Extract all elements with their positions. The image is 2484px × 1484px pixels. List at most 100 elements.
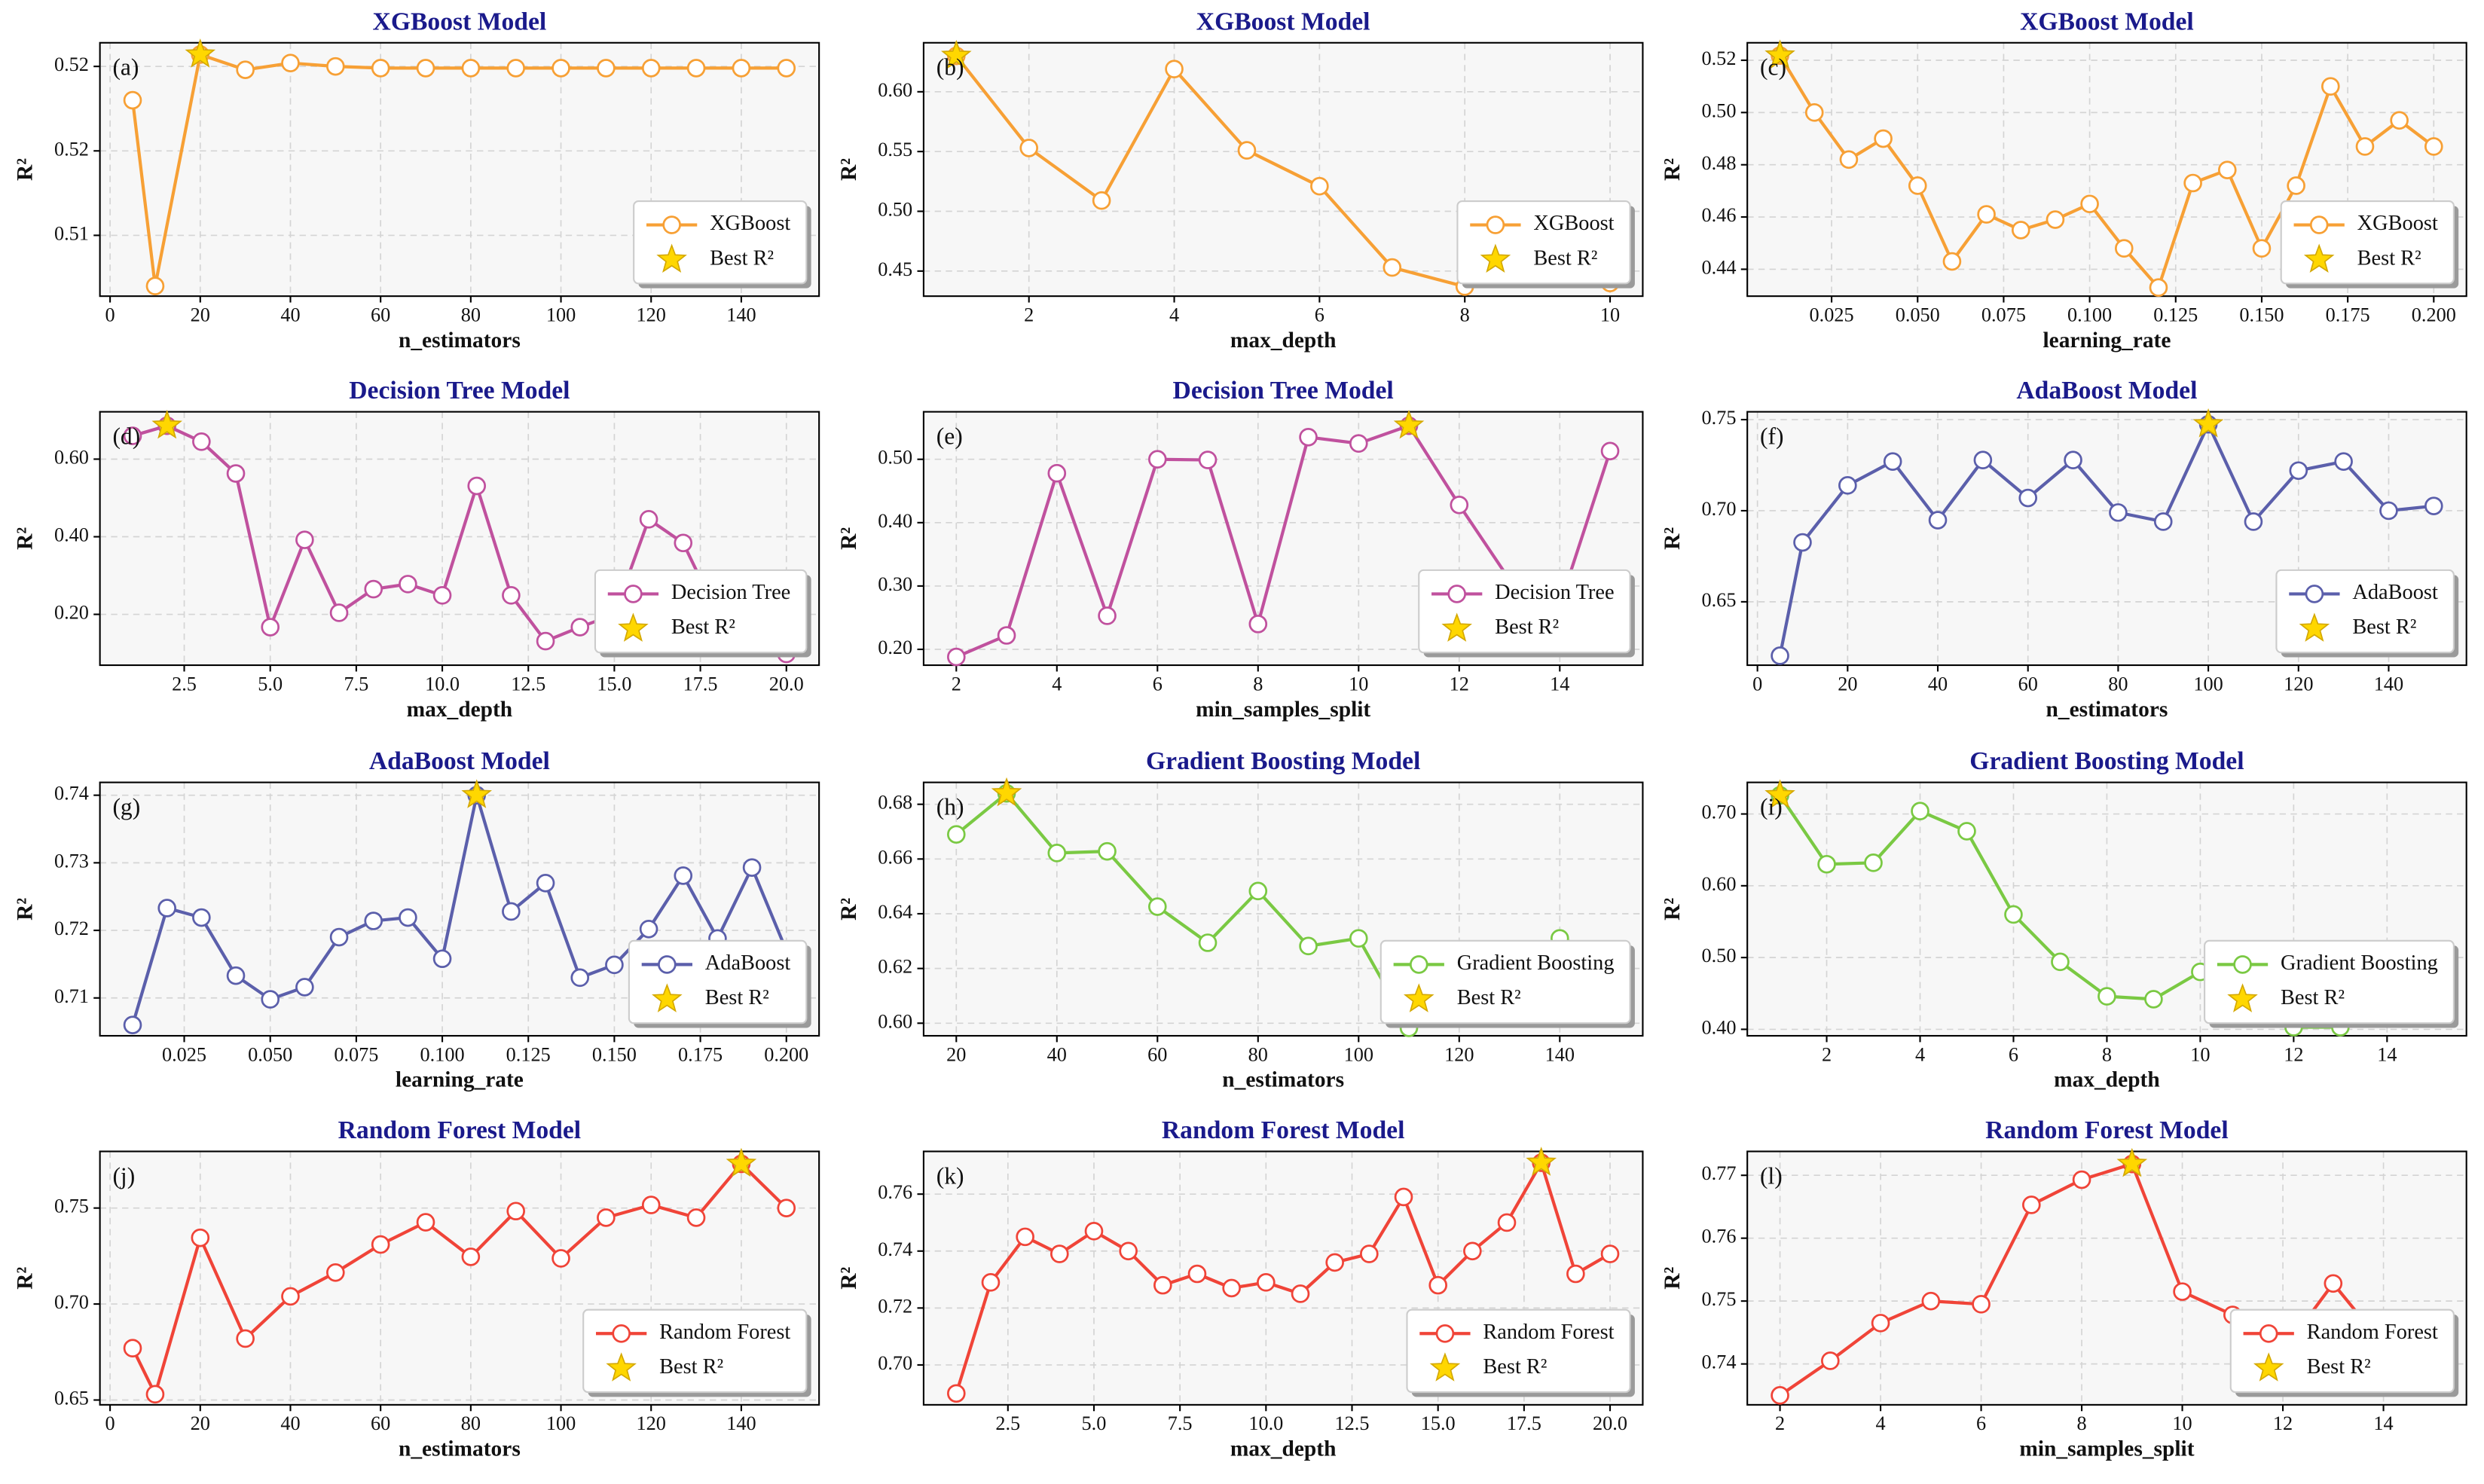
data-point [1147,897,1167,916]
x-tick-label: 0.050 [1896,304,1940,326]
data-point [2424,496,2443,515]
data-point [364,911,383,930]
series-line [1778,54,2435,289]
y-axis-label: R² [14,527,38,550]
data-point [502,902,521,921]
x-axis-label: max_depth [1230,328,1337,353]
legend-box [582,1308,808,1394]
x-tick-label: 6 [1153,673,1163,695]
data-point [674,866,693,885]
data-point [946,825,966,844]
data-point [2046,210,2065,229]
legend-star [2253,1352,2284,1382]
data-point [1394,1187,1413,1207]
subplot: 0.20 0.30 0.40 0.50 2 4 6 8 10 12 14 Decision Tree … [837,377,1644,722]
data-point [597,59,616,78]
legend-star [1429,1352,1461,1382]
data-point [145,1385,165,1404]
data-point [2011,221,2030,240]
data-point [2244,512,2263,531]
data-point [123,90,142,110]
legend-star [2299,612,2330,642]
x-tick-label: 100 [546,304,576,326]
data-point [570,968,590,988]
data-point [1153,1275,1172,1295]
best-marker [1764,39,1795,69]
y-tick-label: 0.65 [1701,589,1736,611]
data-point [1921,1291,1941,1311]
chart-title: AdaBoost Model [369,747,550,775]
legend: AdaBoost Best R² [628,939,811,1028]
data-point [597,1208,616,1227]
data-point [1257,1273,1276,1292]
x-tick-label: 2.5 [995,1412,1020,1434]
data-point [570,618,590,637]
chart-title: Gradient Boosting Model [1969,747,2244,775]
data-point [1047,844,1067,863]
legend: Gradient Boosting Best R² [1379,939,1635,1028]
legend-star [1441,612,1472,642]
x-tick-label: 80 [1248,1043,1268,1065]
legend-label: AdaBoost [705,951,791,975]
data-point [1383,258,1402,277]
chart-title: Decision Tree Model [349,377,570,405]
data-point [997,626,1016,645]
y-tick-label: 0.70 [1701,802,1736,823]
chart-title: XGBoost Model [2020,8,2194,35]
legend-label: Best R² [1495,615,1559,639]
x-tick-label: 12 [2284,1043,2303,1065]
x-tick-label: 8 [2076,1412,2086,1434]
data-point [261,618,280,637]
y-tick-label: 0.75 [1701,407,1736,429]
y-tick-label: 0.77 [1701,1162,1736,1184]
data-point [157,899,176,918]
data-point [329,927,349,947]
data-point [236,60,255,79]
x-tick-label: 6 [2009,1043,2018,1065]
plot-frame [1746,1150,2467,1406]
x-tick-label: 0 [105,304,115,326]
x-tick-label: 120 [1444,1043,1474,1065]
x-tick-label: 10 [1349,673,1368,695]
legend-box [594,569,808,654]
data-point [777,1198,796,1217]
legend-label: Best R² [1533,246,1597,270]
data-point [2149,278,2168,298]
x-tick-label: 0.150 [592,1043,637,1065]
data-point [777,59,796,78]
data-point [1047,463,1067,483]
x-tick-label: 17.5 [1507,1412,1541,1434]
x-tick-label: 100 [546,1412,576,1434]
y-tick-label: 0.65 [54,1388,89,1409]
y-axis-label: R² [14,898,38,921]
y-axis-label: R² [14,1266,38,1289]
chart-title: Random Forest Model [1162,1116,1405,1144]
data-point [639,510,658,529]
x-tick-label: 2.5 [172,673,197,695]
x-tick-label: 80 [461,1412,481,1434]
x-tick-label: 40 [280,304,300,326]
x-tick-label: 120 [2284,673,2313,695]
data-point [1977,205,1996,224]
plot-frame [922,781,1644,1037]
series-line [1778,423,2434,656]
data-point [1187,1264,1207,1284]
data-point [432,586,452,605]
data-point [946,647,966,667]
data-point [641,1195,661,1214]
data-point [1771,646,1789,665]
x-tick-label: 8 [1253,673,1263,695]
data-point [2051,952,2070,972]
subplot: 0.65 0.70 0.75 0 20 40 60 80 100 120 140 Random For… [14,1116,820,1461]
x-tick-label: 4 [1052,673,1062,695]
y-tick-label: 0.50 [1701,945,1736,966]
data-point [371,59,390,78]
data-point [2173,1282,2192,1301]
data-point [536,873,555,893]
x-tick-label: 0.150 [2239,304,2284,326]
data-point [2144,990,2163,1009]
y-tick-label: 0.74 [54,783,89,805]
y-tick-label: 0.62 [878,956,912,978]
data-point [1928,511,1948,530]
